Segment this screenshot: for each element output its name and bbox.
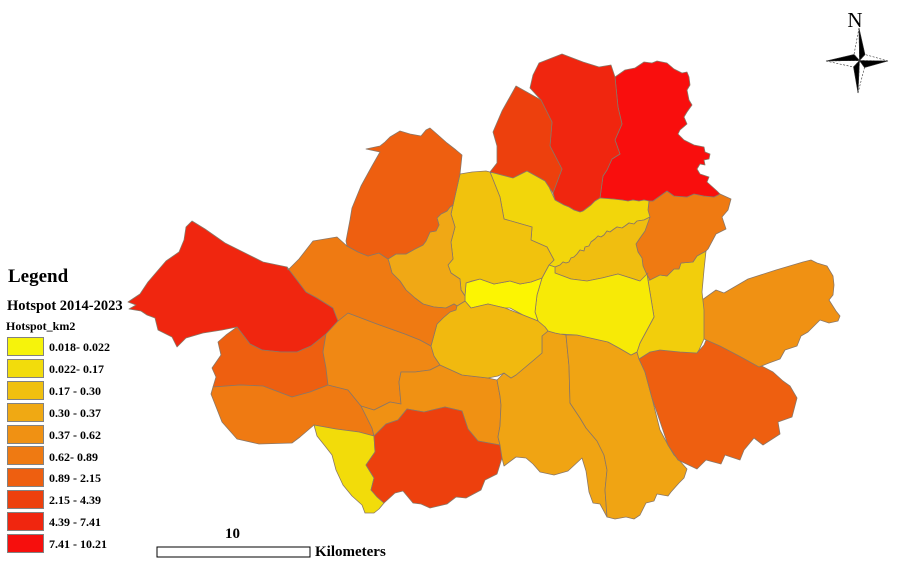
svg-text:N: N: [847, 8, 862, 32]
